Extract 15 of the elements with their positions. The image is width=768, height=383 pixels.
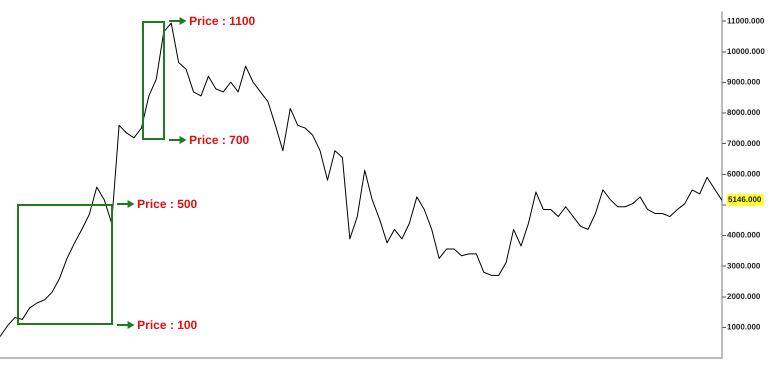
y-tick-label: 3000.000 xyxy=(727,261,761,270)
y-tick-label: 6000.000 xyxy=(727,169,761,178)
text: 5146.000 xyxy=(727,194,764,206)
y-tick-label: 8000.000 xyxy=(727,108,761,118)
y-tick-label: 4000.000 xyxy=(727,230,761,240)
y-tick-label: 11000.000 xyxy=(727,16,765,26)
y-tick-label: 9000.000 xyxy=(727,78,761,87)
y-tick-label: 1000.000 xyxy=(727,322,761,332)
y-tick-label: 2000.000 xyxy=(727,292,761,301)
y-tick-label: 7000.000 xyxy=(727,138,761,148)
annotation: Price : 500 xyxy=(137,196,198,212)
annotation: Price : 700 xyxy=(189,132,250,148)
annotation: Price : 100 xyxy=(137,316,198,333)
annotation: Price : 1100 xyxy=(189,12,256,29)
y-tick-label: 10000.000 xyxy=(727,47,766,56)
